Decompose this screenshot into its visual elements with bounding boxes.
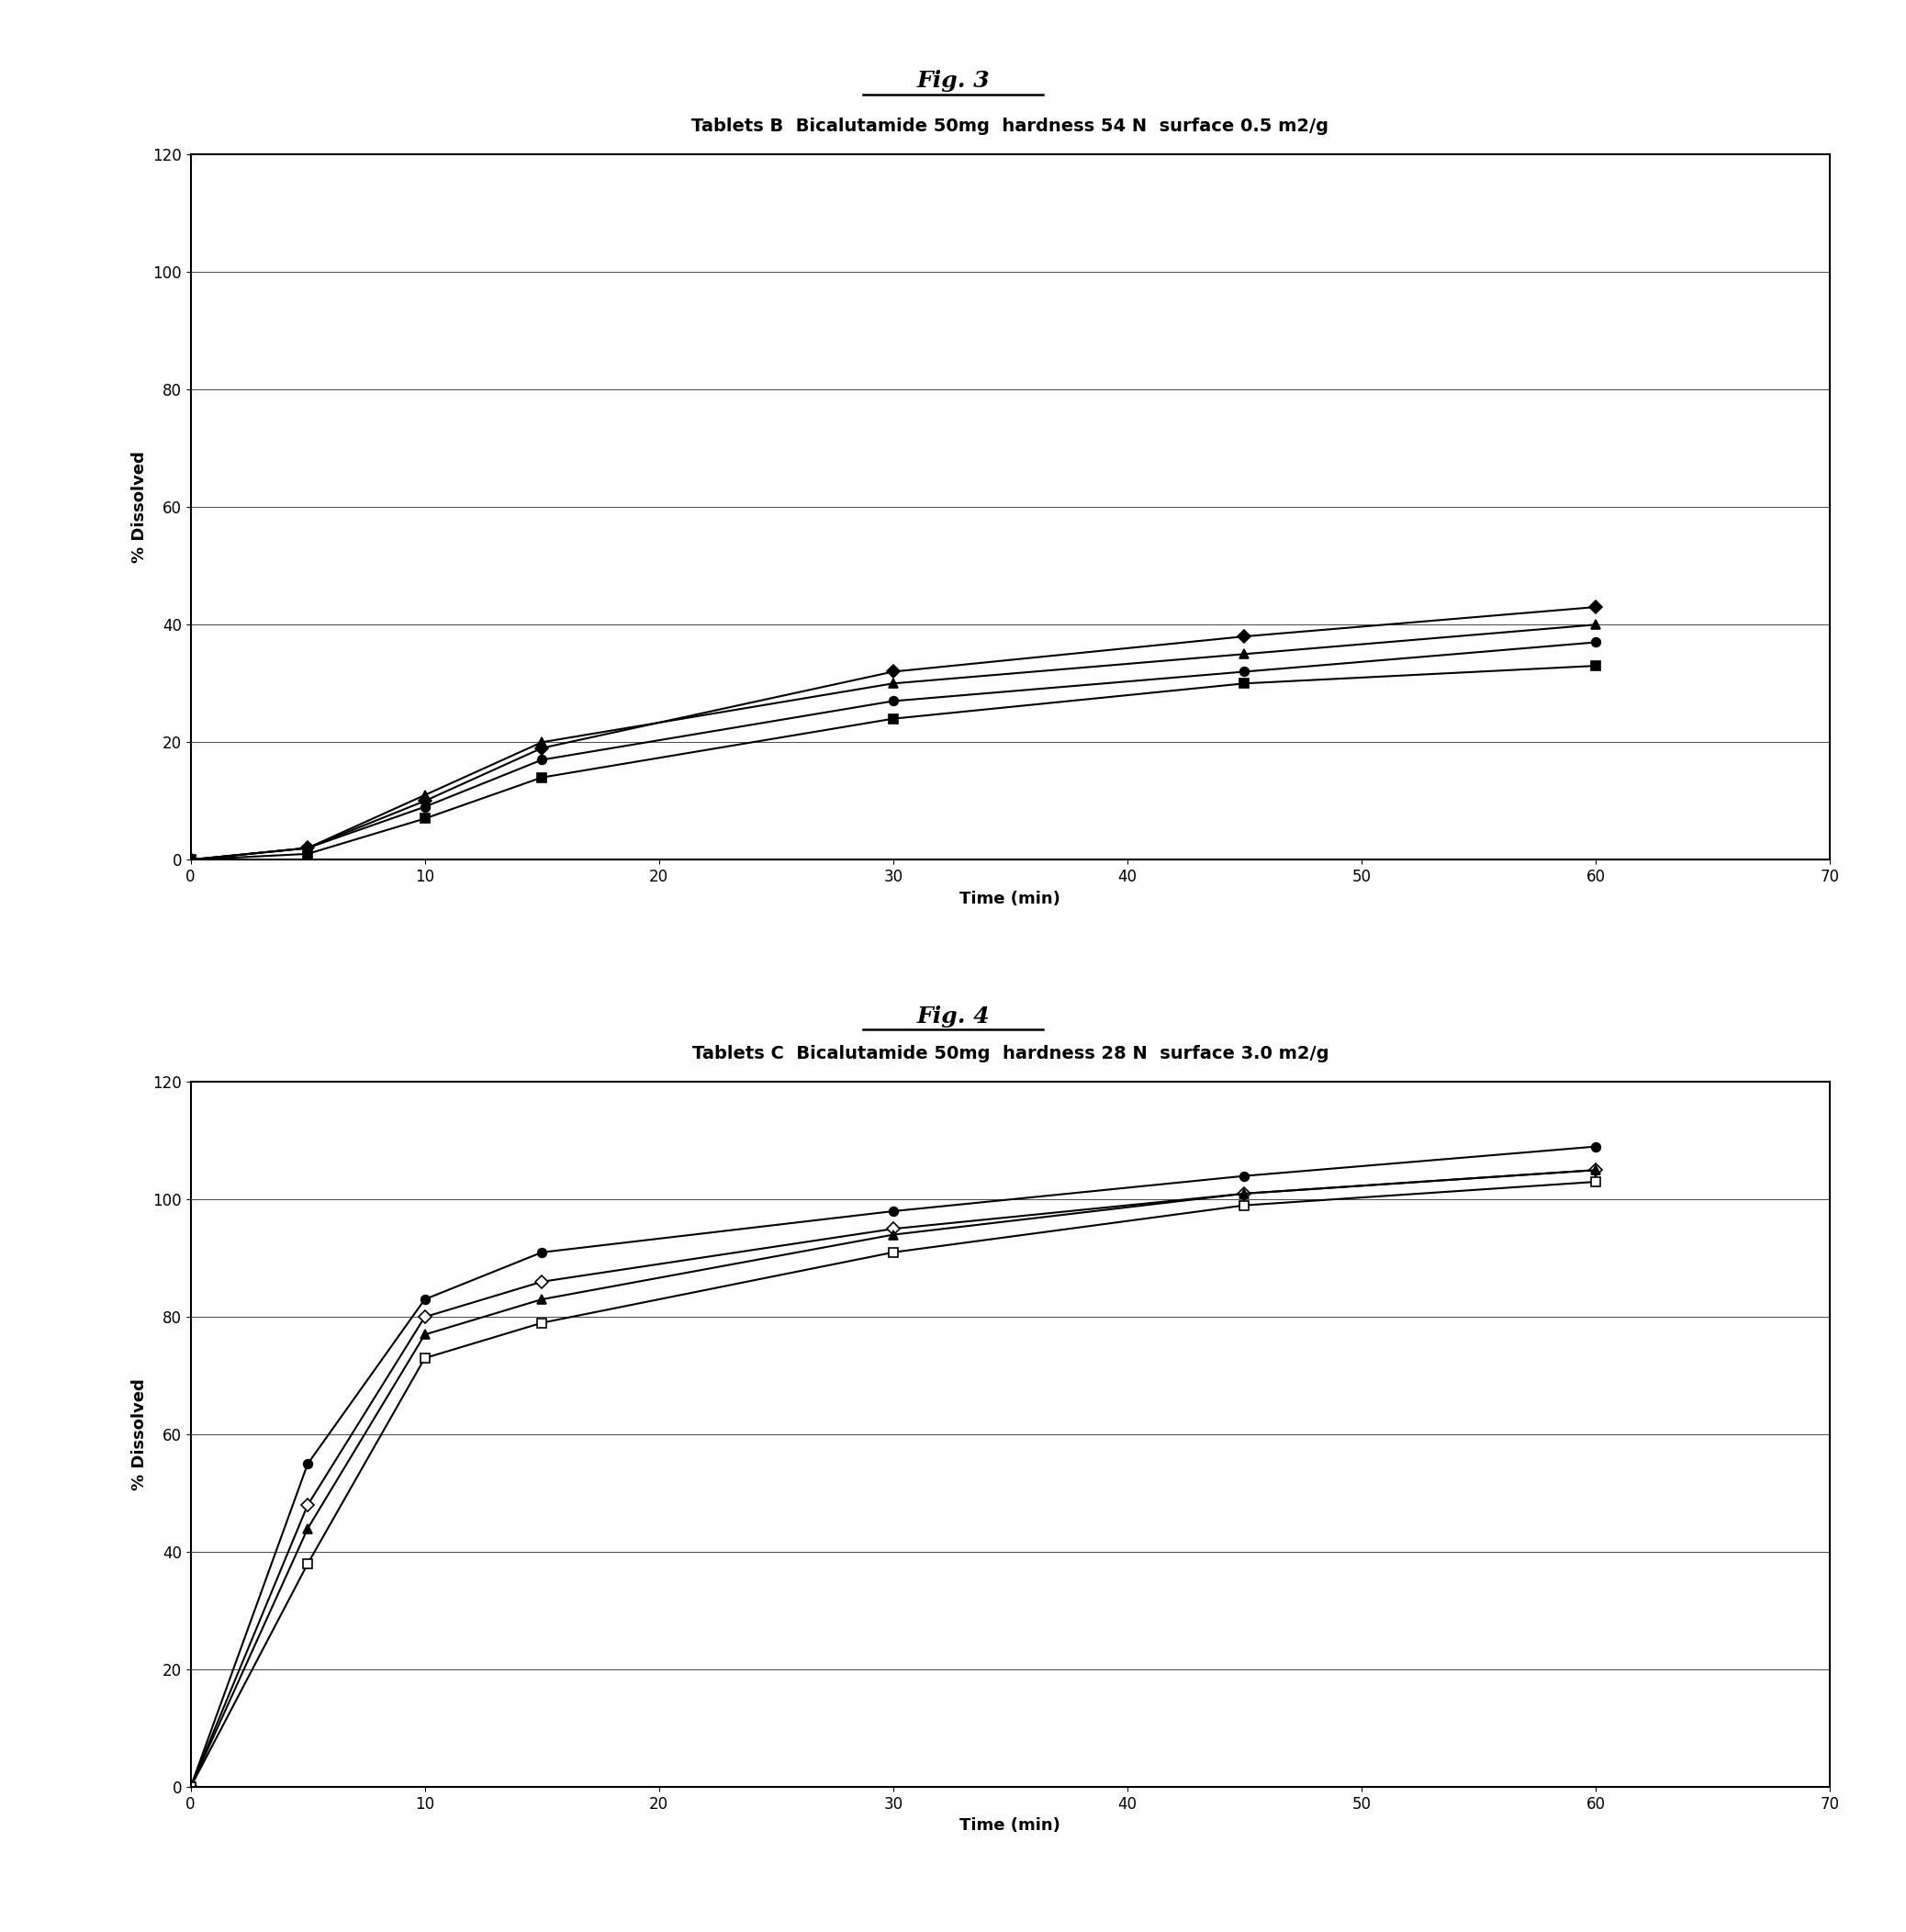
X-axis label: Time (min): Time (min) <box>961 891 1060 906</box>
Text: Fig. 4: Fig. 4 <box>917 1005 989 1028</box>
Y-axis label: % Dissolved: % Dissolved <box>132 452 147 562</box>
Y-axis label: % Dissolved: % Dissolved <box>132 1379 147 1490</box>
X-axis label: Time (min): Time (min) <box>961 1818 1060 1833</box>
Text: Fig. 3: Fig. 3 <box>917 70 989 93</box>
Title: Tablets C  Bicalutamide 50mg  hardness 28 N  surface 3.0 m2/g: Tablets C Bicalutamide 50mg hardness 28 … <box>692 1045 1328 1063</box>
Title: Tablets B  Bicalutamide 50mg  hardness 54 N  surface 0.5 m2/g: Tablets B Bicalutamide 50mg hardness 54 … <box>692 118 1328 135</box>
